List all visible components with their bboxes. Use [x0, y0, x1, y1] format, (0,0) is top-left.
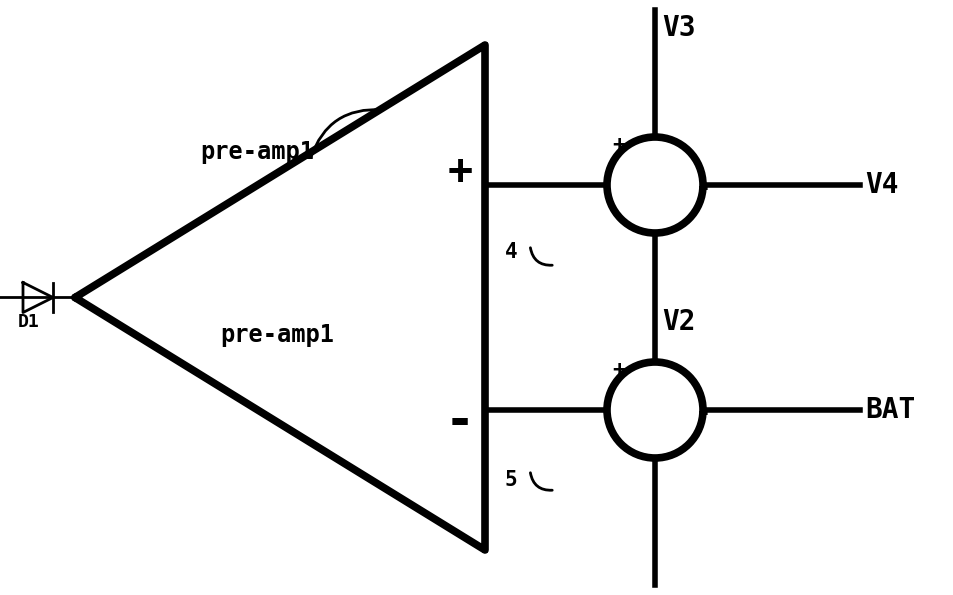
Text: +: + [612, 360, 625, 380]
Text: -: - [444, 398, 475, 446]
Text: V2: V2 [661, 308, 695, 336]
Text: -: - [695, 399, 711, 427]
Text: 4: 4 [504, 242, 517, 262]
Text: 5: 5 [504, 470, 517, 490]
Text: V4: V4 [864, 171, 898, 199]
Text: -: - [695, 174, 711, 202]
Text: V3: V3 [661, 14, 695, 42]
Text: +: + [612, 135, 625, 155]
Text: BAT: BAT [864, 396, 914, 424]
Text: +: + [447, 151, 472, 193]
Text: pre-amp1: pre-amp1 [220, 323, 334, 347]
Text: pre-amp1: pre-amp1 [200, 140, 314, 164]
Text: D1: D1 [18, 313, 40, 331]
